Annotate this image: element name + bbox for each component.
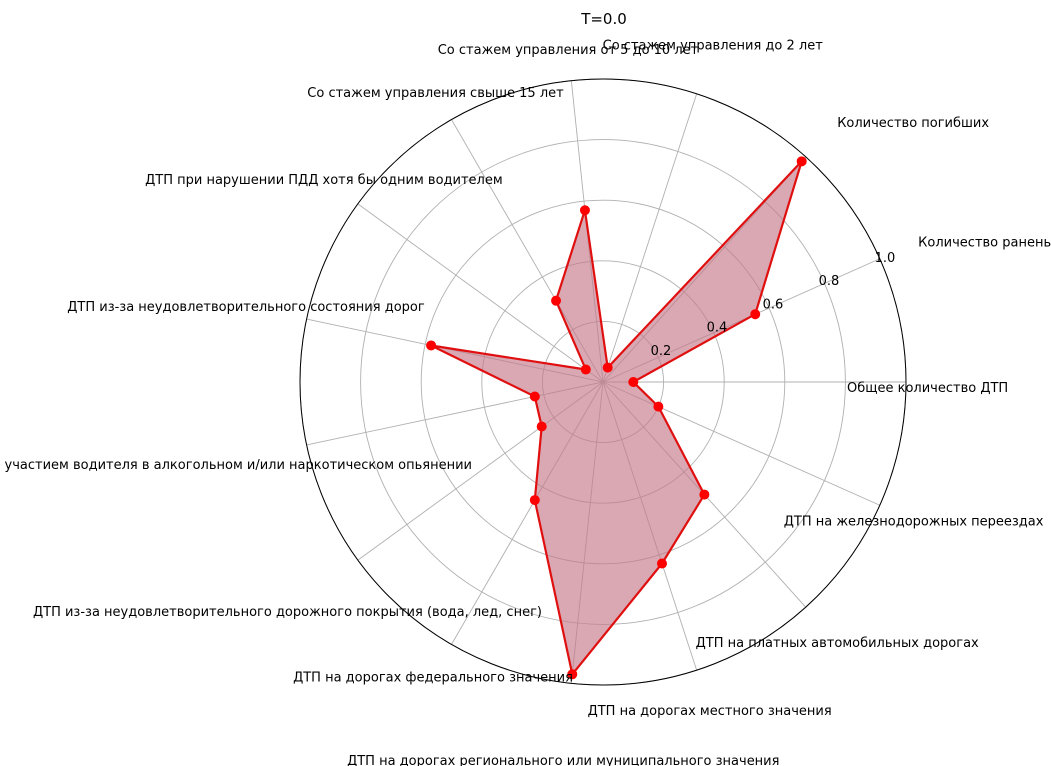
data-point	[699, 489, 710, 500]
data-point	[628, 377, 639, 387]
r-tick-label: 0.2	[651, 344, 672, 359]
r-tick-label: 0.6	[763, 297, 784, 312]
category-label: ДТП на железнодорожных переездах	[784, 514, 1044, 529]
data-point	[580, 364, 591, 375]
data-point	[529, 495, 540, 506]
data-area	[431, 161, 802, 675]
outer-ring	[299, 78, 907, 686]
grid-spoke	[357, 203, 604, 383]
data-markers	[426, 156, 807, 680]
category-label: Со стажем управления свыше 15 лет	[307, 86, 564, 101]
data-line	[430, 160, 803, 676]
data-point	[536, 421, 547, 432]
data-point	[567, 669, 578, 680]
data-point	[579, 205, 590, 216]
category-label: ДТП на дорогах федерального значения	[293, 670, 573, 685]
r-tick-label: 0.8	[819, 274, 840, 289]
r-tick-label: 1.0	[875, 251, 896, 266]
category-label: Со стажем управления до 2 лет	[603, 38, 824, 53]
data-point	[426, 340, 437, 351]
category-label: Общее количество ДТП	[847, 381, 1008, 396]
data-point	[529, 391, 540, 402]
data-point	[656, 558, 667, 569]
r-tick-labels: 0.2 0.4 0.6 0.8 1.0	[651, 251, 896, 359]
data-point	[796, 156, 807, 167]
grid-spoke	[602, 93, 698, 383]
category-label: ДТП из-за неудовлетворительного состояни…	[67, 300, 425, 315]
category-label: ДТП на дорогах регионального или муницип…	[347, 754, 779, 766]
data-point	[750, 309, 761, 320]
category-label: ДТП из-за неудовлетворительного дорожног…	[33, 605, 542, 620]
category-label: ДТП на дорогах местного значения	[588, 704, 832, 719]
category-label: ДТП с участием водителя в алкогольном и/…	[0, 458, 472, 473]
category-label: Со стажем управления от 5 до 10 лет	[438, 43, 699, 58]
category-label: ДТП на платных автомобильных дорогах	[696, 636, 979, 651]
data-point	[602, 362, 613, 373]
r-tick-label: 0.4	[707, 321, 728, 336]
category-label: ДТП при нарушении ПДД хотя бы одним води…	[145, 173, 503, 188]
chart-title: T=0.0	[580, 10, 627, 28]
category-label: Количество погибших	[837, 116, 989, 131]
category-label: Количество раненых	[918, 236, 1051, 251]
data-point	[653, 401, 664, 412]
category-labels: Общее количество ДТП Количество раненых Ко…	[0, 38, 1051, 766]
data-point	[551, 295, 562, 306]
